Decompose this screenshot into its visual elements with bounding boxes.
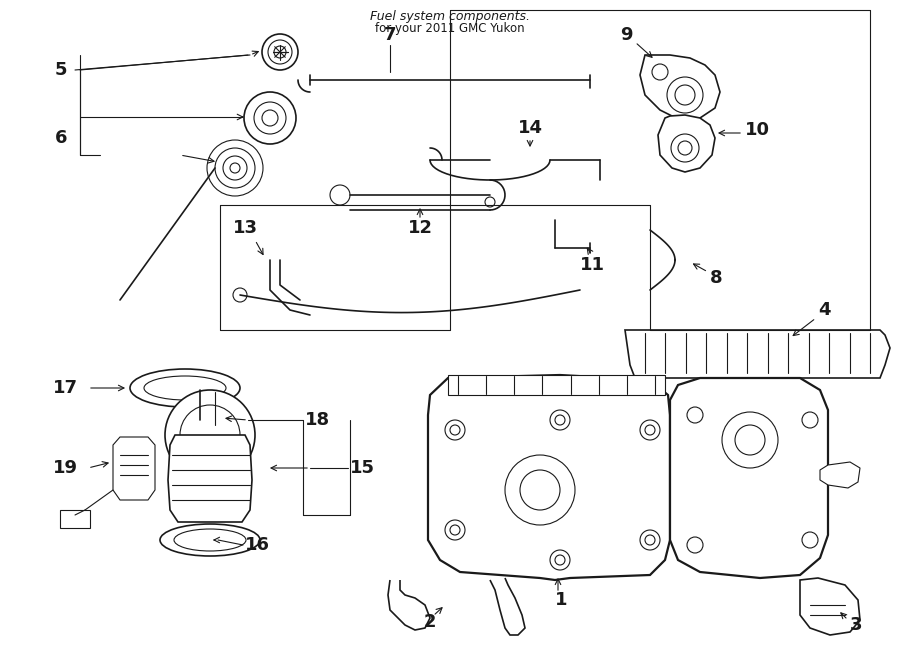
- Circle shape: [555, 415, 565, 425]
- Text: 19: 19: [53, 459, 78, 477]
- Circle shape: [254, 102, 286, 134]
- Circle shape: [678, 141, 692, 155]
- Circle shape: [671, 134, 699, 162]
- Circle shape: [233, 288, 247, 302]
- Text: 4: 4: [818, 301, 831, 319]
- Polygon shape: [658, 115, 715, 172]
- Text: 17: 17: [53, 379, 78, 397]
- Circle shape: [268, 40, 292, 64]
- Circle shape: [652, 64, 668, 80]
- Circle shape: [555, 555, 565, 565]
- Circle shape: [244, 92, 296, 144]
- Text: Fuel system components.: Fuel system components.: [370, 10, 530, 23]
- Ellipse shape: [174, 529, 246, 551]
- Circle shape: [262, 34, 298, 70]
- Polygon shape: [800, 578, 860, 635]
- Circle shape: [645, 535, 655, 545]
- Circle shape: [505, 455, 575, 525]
- Circle shape: [675, 85, 695, 105]
- Ellipse shape: [130, 369, 240, 407]
- Text: 13: 13: [233, 219, 258, 237]
- Text: 10: 10: [745, 121, 770, 139]
- Circle shape: [645, 425, 655, 435]
- Text: 11: 11: [580, 256, 605, 274]
- Polygon shape: [428, 375, 670, 580]
- Polygon shape: [490, 578, 525, 635]
- Circle shape: [550, 410, 570, 430]
- Polygon shape: [388, 580, 430, 630]
- Circle shape: [722, 412, 778, 468]
- Circle shape: [735, 425, 765, 455]
- Circle shape: [165, 390, 255, 480]
- Circle shape: [520, 470, 560, 510]
- Circle shape: [802, 412, 818, 428]
- Text: 1: 1: [555, 591, 568, 609]
- Text: 15: 15: [350, 459, 375, 477]
- Polygon shape: [640, 55, 720, 120]
- Circle shape: [450, 525, 460, 535]
- Circle shape: [274, 46, 286, 58]
- Circle shape: [262, 110, 278, 126]
- Ellipse shape: [144, 376, 226, 400]
- Circle shape: [802, 532, 818, 548]
- Text: 16: 16: [245, 536, 270, 554]
- Text: for your 2011 GMC Yukon: for your 2011 GMC Yukon: [375, 22, 525, 35]
- FancyBboxPatch shape: [203, 406, 229, 430]
- Circle shape: [445, 420, 465, 440]
- Polygon shape: [625, 330, 890, 378]
- Circle shape: [640, 530, 660, 550]
- Circle shape: [667, 77, 703, 113]
- Polygon shape: [168, 435, 252, 522]
- Text: 12: 12: [408, 219, 433, 237]
- Polygon shape: [448, 375, 665, 395]
- Text: 7: 7: [383, 26, 396, 44]
- Circle shape: [640, 420, 660, 440]
- Polygon shape: [60, 510, 90, 528]
- Text: 14: 14: [518, 119, 543, 137]
- Polygon shape: [670, 378, 828, 578]
- Circle shape: [450, 425, 460, 435]
- Polygon shape: [820, 462, 860, 488]
- Text: 6: 6: [55, 129, 68, 147]
- Text: 8: 8: [710, 269, 723, 287]
- Text: 9: 9: [620, 26, 633, 44]
- Text: 3: 3: [850, 616, 862, 634]
- Circle shape: [485, 197, 495, 207]
- Circle shape: [687, 407, 703, 423]
- Circle shape: [550, 550, 570, 570]
- Circle shape: [330, 185, 350, 205]
- Ellipse shape: [160, 524, 260, 556]
- Text: 18: 18: [305, 411, 330, 429]
- Text: 2: 2: [424, 613, 436, 631]
- Text: 5: 5: [55, 61, 68, 79]
- Polygon shape: [113, 437, 155, 500]
- Circle shape: [687, 537, 703, 553]
- Circle shape: [180, 405, 240, 465]
- Circle shape: [445, 520, 465, 540]
